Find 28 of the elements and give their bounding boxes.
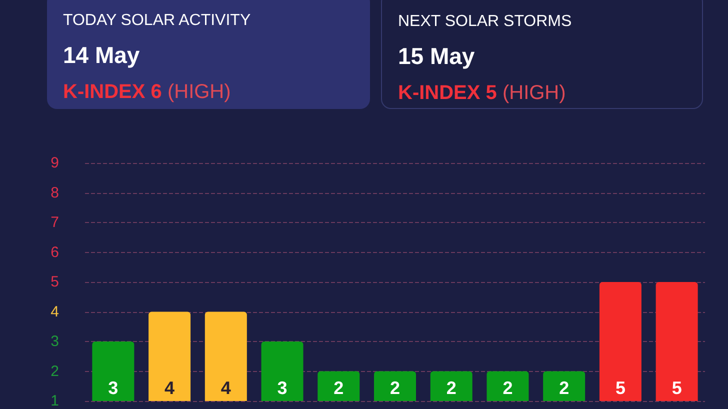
text: NEXT SOLAR STORMS — [398, 13, 573, 31]
data-label: 2 — [390, 378, 400, 398]
data-label: 4 — [164, 378, 175, 398]
y-tick-label: 7 — [50, 214, 59, 231]
text: (HIGH) — [502, 82, 566, 104]
data-label: 3 — [108, 378, 118, 398]
y-tick-label: 9 — [50, 154, 59, 172]
data-label: 5 — [672, 378, 682, 398]
data-label: 2 — [502, 378, 513, 398]
y-tick-label: 8 — [50, 184, 59, 202]
y-tick-label: 5 — [50, 274, 59, 290]
text: (HIGH) — [167, 81, 231, 103]
text: K-INDEX 5 — [398, 82, 497, 104]
text: TODAY SOLAR ACTIVITY — [63, 12, 252, 30]
y-tick-label: 4 — [50, 303, 59, 320]
data-label: 2 — [334, 378, 344, 398]
data-label: 4 — [220, 378, 231, 398]
y-tick-label: 6 — [50, 244, 59, 261]
data-label: 3 — [277, 378, 288, 398]
text: 15 May — [398, 43, 476, 70]
y-tick-label: 2 — [50, 362, 59, 380]
data-label: 2 — [446, 378, 456, 398]
text: 14 May — [63, 42, 141, 69]
y-tick-label: 3 — [50, 333, 59, 350]
y-tick-label: 1 — [50, 392, 59, 409]
data-label: 5 — [615, 378, 626, 398]
text: K-INDEX 6 — [63, 81, 162, 103]
data-label: 2 — [559, 378, 570, 398]
